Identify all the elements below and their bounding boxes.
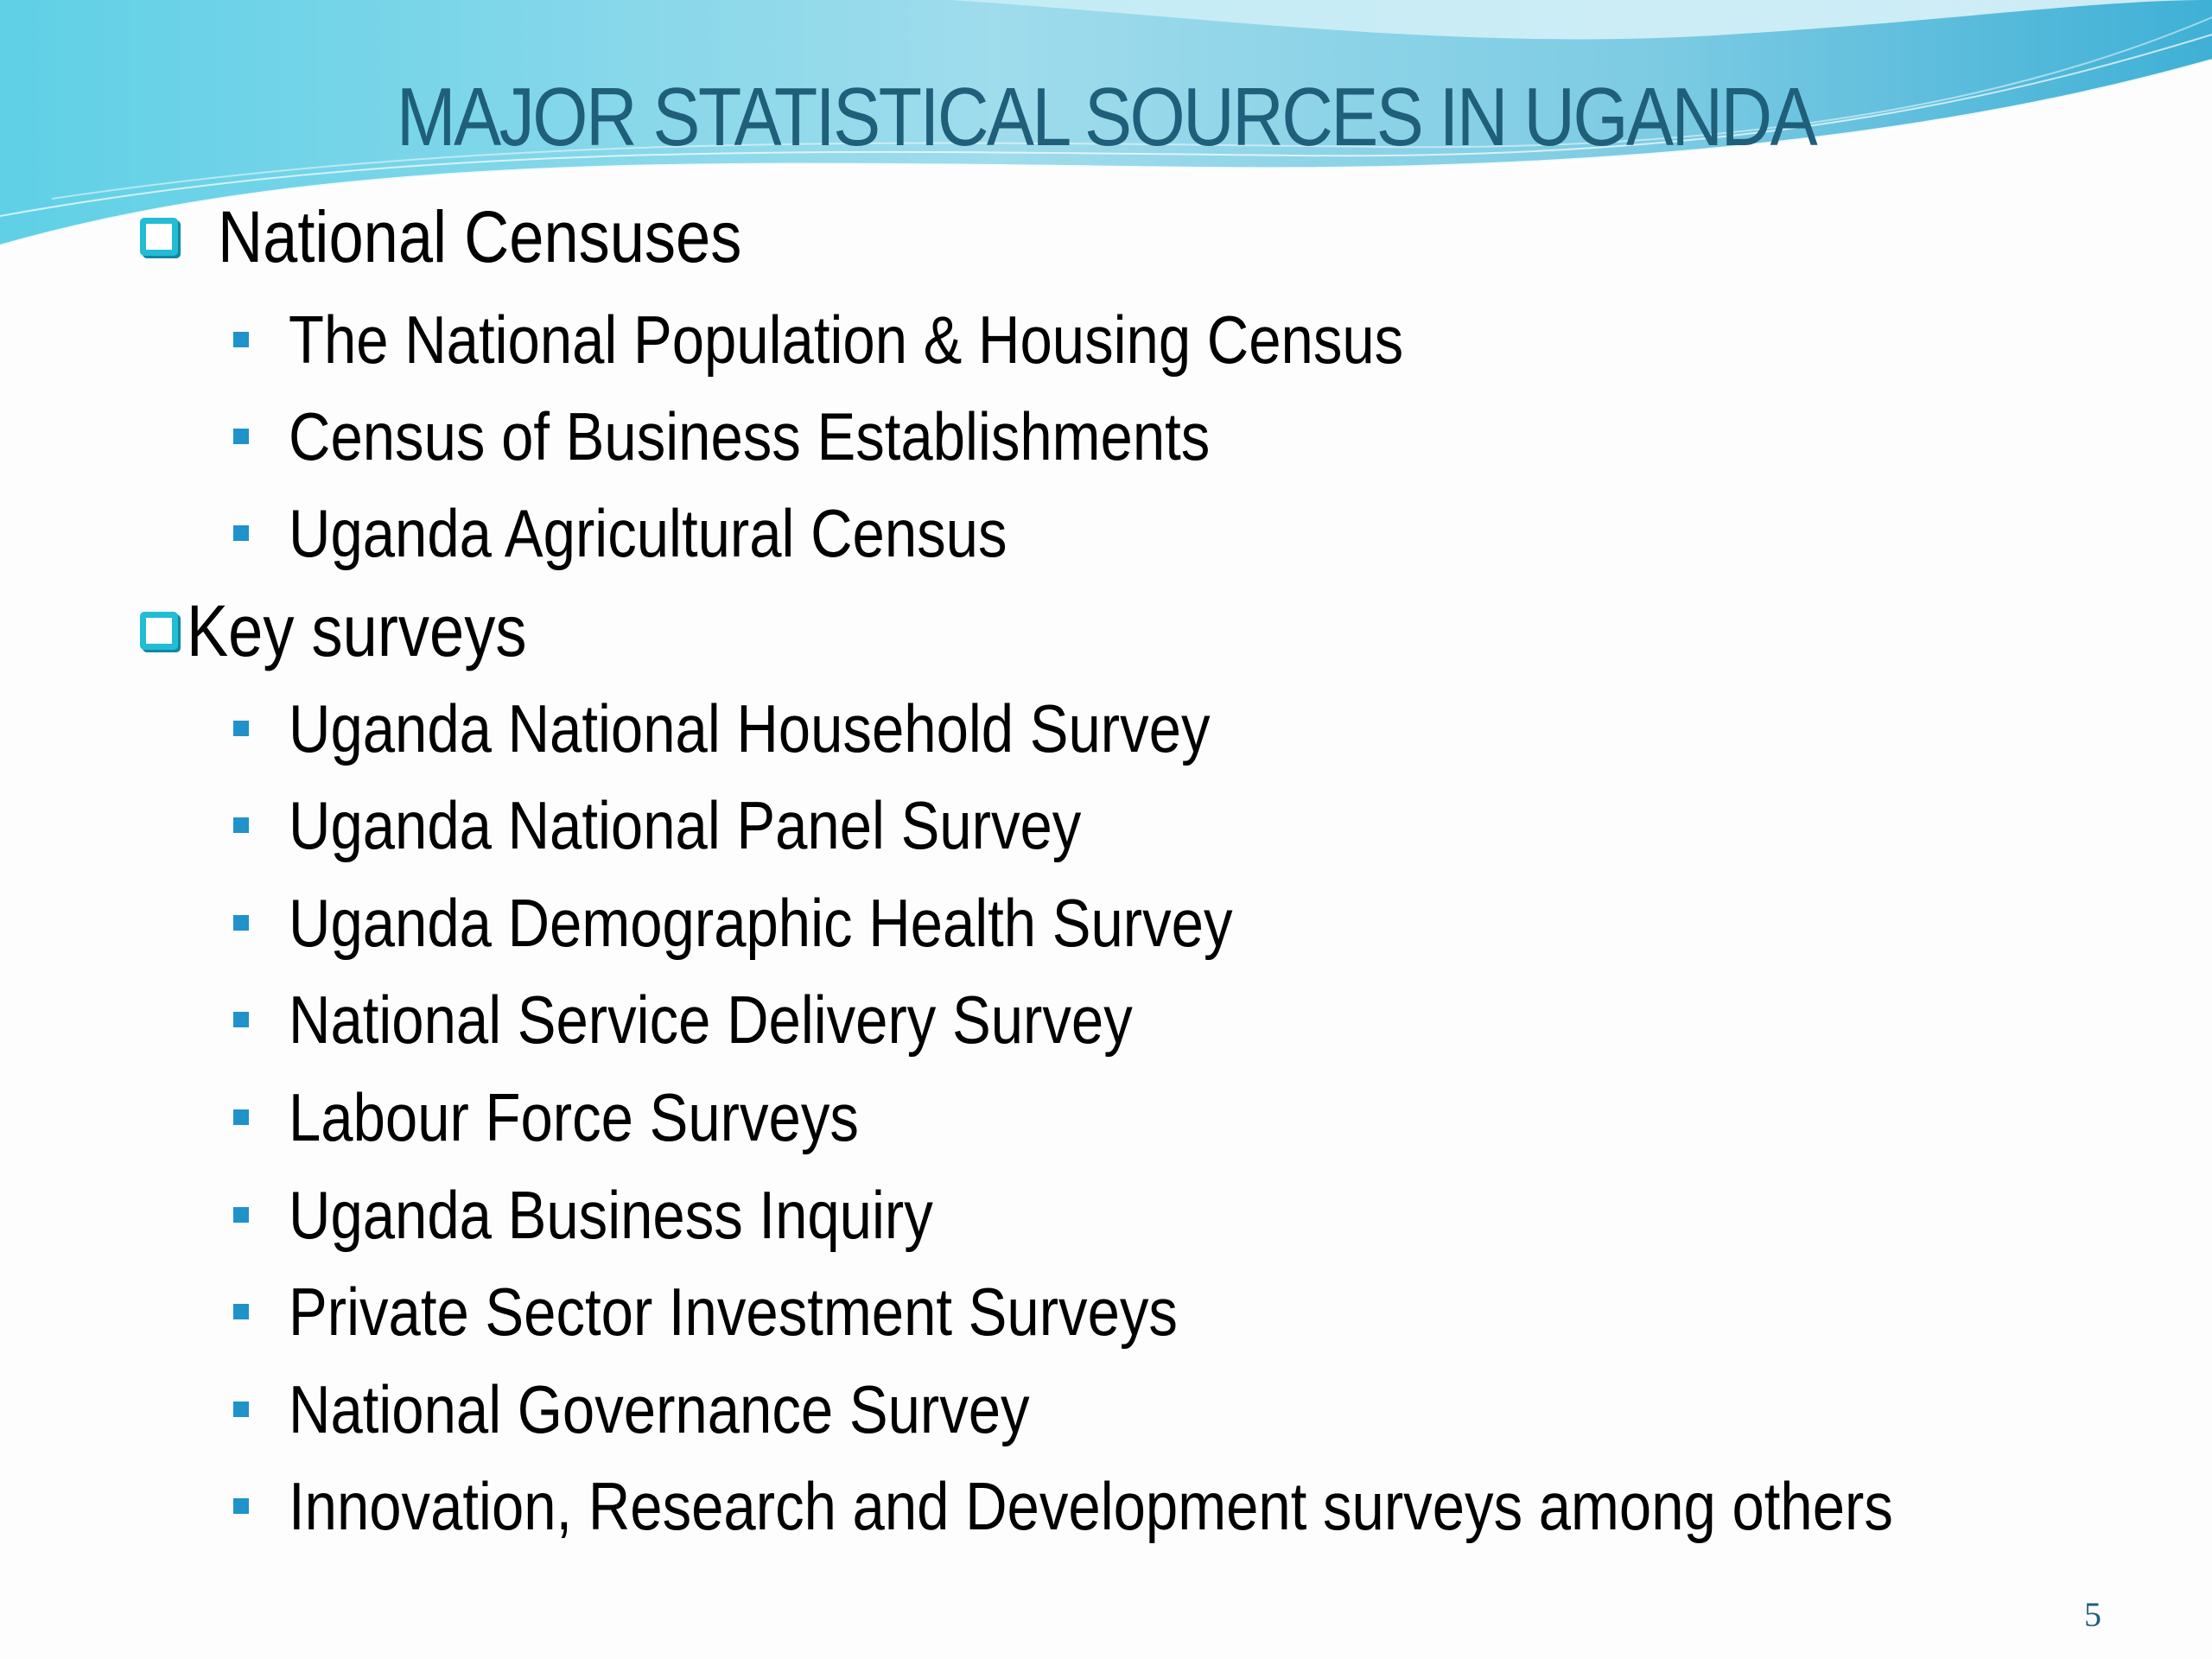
section-heading: Key surveys <box>187 590 527 671</box>
list-item: Uganda National Panel Survey <box>233 786 1211 864</box>
list-item: The National Population & Housing Census <box>233 301 1585 378</box>
square-bullet-icon <box>233 332 249 347</box>
list-item: Uganda Demographic Health Survey <box>233 884 1386 962</box>
list-item-text: Uganda Agricultural Census <box>289 495 1007 571</box>
list-item: Census of Business Establishments <box>233 397 1360 475</box>
square-bullet-icon <box>233 1012 249 1027</box>
section-heading: National Censuses <box>218 196 742 277</box>
list-item: Uganda Business Inquiry <box>233 1176 1038 1254</box>
list-item-text: The National Population & Housing Census <box>289 302 1404 378</box>
list-item-text: Uganda Business Inquiry <box>289 1177 933 1253</box>
square-bullet-icon <box>233 721 249 736</box>
slide-number: 5 <box>2084 1595 2101 1634</box>
checkbox-bullet-icon <box>140 612 178 650</box>
list-item-text: Uganda Demographic Health Survey <box>289 885 1233 961</box>
square-bullet-icon <box>233 1109 249 1125</box>
list-item: Innovation, Research and Development sur… <box>233 1467 2154 1545</box>
list-item-text: Labour Force Surveys <box>289 1079 859 1155</box>
list-item-text: National Governance Survey <box>289 1371 1030 1447</box>
list-item-text: Private Sector Investment Surveys <box>289 1274 1178 1350</box>
square-bullet-icon <box>233 915 249 931</box>
square-bullet-icon <box>233 1207 249 1223</box>
square-bullet-icon <box>233 1498 249 1514</box>
checkbox-bullet-icon <box>140 218 178 256</box>
section-key-surveys: Key surveys <box>140 594 582 667</box>
list-item-text: Census of Business Establishments <box>289 398 1211 474</box>
list-item: Uganda Agricultural Census <box>233 494 1124 572</box>
list-item: Labour Force Surveys <box>233 1078 951 1156</box>
square-bullet-icon <box>233 1402 249 1417</box>
list-item-text: National Service Delivery Survey <box>289 982 1133 1058</box>
square-bullet-icon <box>233 1304 249 1319</box>
list-item: Private Sector Investment Surveys <box>233 1273 1322 1351</box>
square-bullet-icon <box>233 525 249 541</box>
slide-title: MAJOR STATISTICAL SOURCES IN UGANDA <box>396 71 1818 163</box>
list-item: Uganda National Household Survey <box>233 690 1360 767</box>
list-item-text: Uganda National Panel Survey <box>289 787 1082 863</box>
square-bullet-icon <box>233 429 249 444</box>
section-national-censuses: National Censuses <box>140 200 827 273</box>
list-item-text: Innovation, Research and Development sur… <box>289 1468 1893 1544</box>
list-item-text: Uganda National Household Survey <box>289 690 1211 766</box>
wave-header-decoration <box>0 0 2212 248</box>
list-item: National Governance Survey <box>233 1370 1150 1448</box>
list-item: National Service Delivery Survey <box>233 981 1270 1058</box>
square-bullet-icon <box>233 817 249 833</box>
